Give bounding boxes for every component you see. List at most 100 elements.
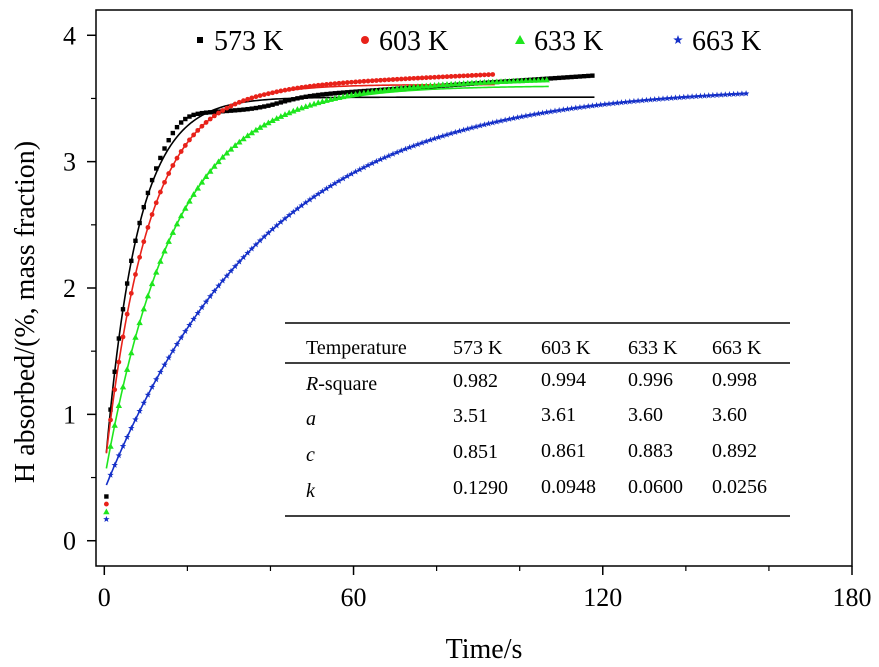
data-point — [261, 233, 268, 240]
data-point — [307, 93, 313, 99]
data-point — [427, 75, 433, 80]
data-point — [215, 158, 222, 165]
data-point — [249, 95, 255, 101]
data-point — [133, 238, 138, 243]
data-point — [141, 239, 147, 245]
series-layer — [103, 72, 750, 522]
data-point — [294, 106, 301, 112]
data-point — [452, 73, 458, 79]
data-point — [228, 108, 234, 113]
table-cell: 0.0256 — [712, 476, 767, 498]
data-point — [328, 91, 333, 96]
data-point — [290, 107, 297, 114]
data-point — [514, 77, 521, 84]
data-point — [253, 94, 259, 100]
data-point — [119, 442, 127, 449]
data-point — [423, 75, 429, 81]
data-point — [252, 241, 260, 248]
data-point — [659, 95, 667, 102]
data-point — [469, 73, 475, 78]
data-point — [203, 110, 209, 115]
data-point — [257, 93, 263, 99]
data-point — [220, 108, 226, 113]
data-point — [427, 136, 434, 143]
data-point — [328, 81, 334, 87]
data-point — [643, 96, 650, 103]
data-point — [124, 281, 130, 286]
fit-line — [105, 92, 749, 486]
data-point — [323, 185, 330, 192]
data-point — [394, 76, 400, 82]
data-point — [439, 132, 447, 139]
data-point — [436, 74, 442, 80]
data-point — [286, 98, 292, 103]
table-row-label-italic: a — [306, 408, 316, 430]
data-point — [386, 77, 392, 83]
data-point — [332, 81, 338, 87]
data-point — [108, 407, 113, 412]
data-point — [294, 205, 301, 212]
data-point — [705, 92, 712, 99]
data-point — [522, 77, 530, 84]
data-point — [381, 154, 388, 161]
data-point — [103, 515, 110, 522]
series-573k — [104, 73, 595, 499]
data-point — [344, 80, 350, 85]
data-point — [148, 280, 156, 287]
data-point — [153, 268, 160, 275]
data-point — [390, 77, 396, 82]
data-point — [228, 103, 234, 109]
data-point — [170, 130, 176, 136]
data-point — [133, 272, 138, 277]
data-point — [153, 200, 159, 206]
data-point — [373, 158, 380, 165]
data-point — [361, 78, 367, 84]
data-point — [286, 86, 292, 92]
data-point — [447, 80, 455, 87]
data-point — [486, 72, 491, 78]
data-point — [237, 107, 242, 113]
data-point — [140, 399, 147, 406]
data-point — [319, 187, 326, 195]
data-point — [356, 166, 363, 173]
data-point — [166, 137, 171, 143]
data-point — [522, 112, 530, 119]
data-point — [385, 152, 393, 159]
data-point — [136, 319, 143, 326]
legend-marker — [361, 36, 369, 44]
table-cell: 3.60 — [712, 404, 747, 426]
data-point — [552, 75, 558, 81]
data-point — [403, 76, 408, 82]
data-point — [261, 92, 267, 98]
data-point — [556, 75, 562, 81]
data-point — [561, 75, 566, 80]
data-point — [124, 311, 130, 317]
data-point — [232, 108, 238, 113]
data-point — [187, 114, 192, 119]
data-point — [236, 258, 243, 265]
data-point — [270, 90, 275, 96]
data-point — [726, 91, 733, 98]
data-point — [439, 81, 447, 88]
data-point — [393, 148, 401, 156]
data-point — [452, 80, 459, 87]
data-point — [162, 146, 167, 151]
data-point — [676, 94, 683, 101]
data-point — [444, 74, 450, 80]
data-point — [111, 421, 118, 428]
data-point — [278, 100, 284, 105]
series-633k — [103, 76, 550, 515]
data-point — [402, 145, 409, 152]
data-point — [489, 119, 496, 126]
data-point — [510, 77, 517, 84]
data-point — [177, 212, 185, 219]
data-point — [315, 190, 322, 197]
data-point — [457, 73, 462, 79]
data-point — [655, 95, 663, 102]
data-point — [398, 147, 405, 154]
data-point — [452, 128, 459, 136]
data-point — [112, 387, 118, 393]
data-point — [132, 334, 139, 340]
data-point — [241, 107, 246, 112]
data-point — [481, 72, 487, 78]
